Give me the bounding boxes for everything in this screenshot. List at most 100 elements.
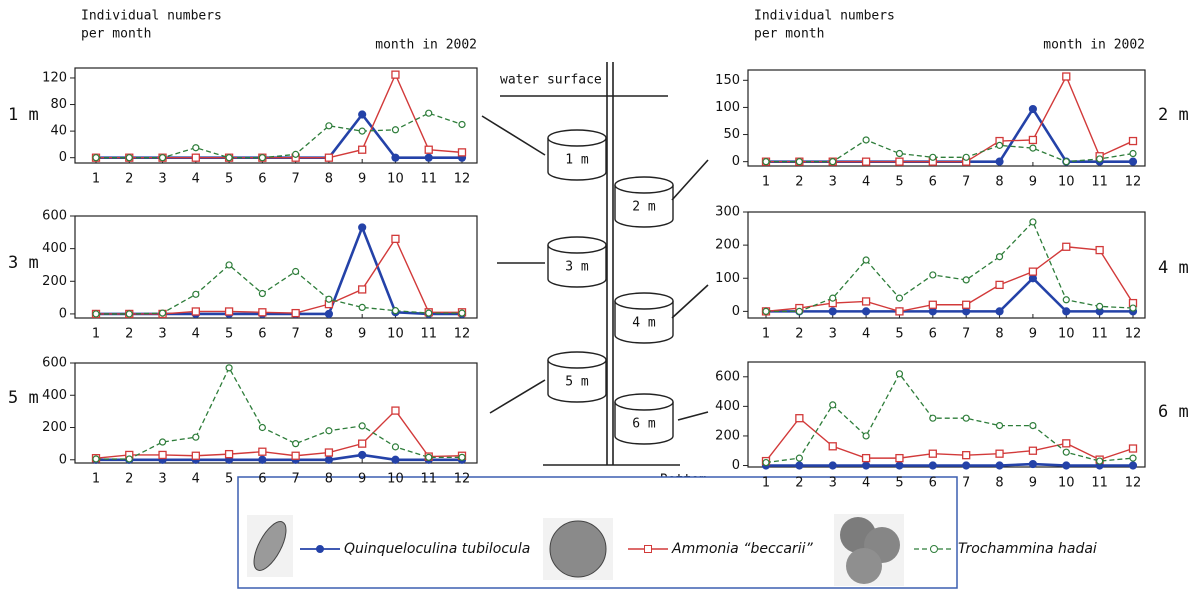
data-point (92, 455, 100, 463)
data-point (158, 450, 167, 460)
x-tick-label: 7 (962, 476, 970, 491)
x-tick-label: 1 (762, 476, 770, 491)
series-line (766, 276, 1133, 313)
data-point (258, 308, 267, 317)
data-point (391, 234, 400, 243)
y-tick-label: 200 (715, 238, 740, 253)
data-point (995, 157, 1004, 166)
x-tick-label: 9 (1029, 327, 1037, 342)
sampler-body (614, 301, 674, 344)
data-point (861, 461, 871, 470)
x-tick-label: 4 (192, 472, 200, 487)
data-point (1096, 457, 1104, 465)
data-point (928, 300, 937, 309)
x-tick-label: 11 (1091, 327, 1108, 342)
data-point (1096, 302, 1104, 311)
y-axis-label: Individual numbers (754, 9, 895, 24)
data-point (358, 145, 367, 154)
data-point (929, 153, 937, 161)
x-tick-label: 4 (862, 476, 870, 491)
plot-frame (74, 362, 478, 464)
series-line (96, 237, 462, 315)
x-axis-label: month in 2002 (1043, 38, 1145, 53)
data-point (862, 256, 870, 264)
data-point (1128, 157, 1138, 166)
x-tick-label: 1 (762, 175, 770, 190)
series-line (766, 462, 1133, 467)
y-tick-label: 0 (59, 150, 67, 165)
data-point (895, 453, 904, 463)
sampler (614, 176, 674, 228)
y-tick-label: 120 (42, 70, 67, 85)
data-point (191, 307, 200, 316)
data-point (191, 153, 200, 162)
data-point (1062, 307, 1071, 316)
data-point (458, 309, 466, 317)
data-point (225, 364, 233, 372)
data-point (258, 289, 266, 298)
data-point (861, 307, 871, 316)
y-tick-label: 400 (715, 399, 740, 414)
x-tick-label: 12 (1125, 476, 1142, 491)
data-point (929, 271, 937, 279)
x-tick-label: 6 (258, 472, 266, 487)
x-tick-label: 12 (1125, 175, 1142, 190)
x-tick-label: 2 (795, 175, 803, 190)
data-point (1128, 444, 1138, 453)
connector (671, 159, 709, 201)
x-tick-label: 9 (358, 327, 366, 342)
y-tick-label: 150 (715, 73, 740, 88)
series-line (766, 139, 1134, 163)
x-tick-label: 8 (995, 175, 1003, 190)
data-point (895, 157, 904, 166)
data-point (292, 267, 300, 276)
data-point (1128, 136, 1138, 146)
data-point (158, 438, 167, 446)
y-tick-label: 600 (42, 209, 67, 224)
sampler-label: 1 m (565, 153, 589, 168)
series-line (96, 112, 462, 159)
x-tick-label: 6 (258, 172, 266, 187)
data-point (125, 154, 133, 162)
data-point (158, 309, 167, 317)
x-tick-label: 4 (192, 172, 200, 187)
y-tick-label: 600 (42, 356, 67, 371)
connector (489, 379, 546, 414)
y-tick-label: 200 (42, 420, 67, 435)
data-point (258, 154, 266, 162)
data-point (861, 453, 871, 463)
y-tick-label: 0 (732, 458, 740, 473)
depth-label: 5 m (8, 388, 39, 408)
data-point (795, 414, 804, 423)
sampler-label: 4 m (632, 316, 656, 331)
series-line (766, 74, 1134, 163)
data-point (324, 153, 334, 162)
x-tick-label: 10 (1058, 175, 1075, 190)
data-point (358, 303, 366, 311)
series-line (96, 264, 462, 315)
y-tick-label: 50 (723, 127, 740, 142)
x-tick-label: 5 (895, 327, 903, 342)
sampler (547, 351, 607, 403)
connector (677, 411, 709, 421)
x-tick-label: 10 (387, 472, 404, 487)
data-point (358, 422, 366, 430)
data-point (895, 370, 904, 378)
data-point (391, 307, 400, 315)
x-tick-label: 3 (829, 327, 837, 342)
sampler (547, 129, 607, 181)
data-point (1096, 155, 1104, 163)
x-tick-label: 4 (862, 175, 870, 190)
series-line (95, 409, 463, 459)
data-point (928, 449, 937, 458)
sampler-top (547, 236, 607, 254)
data-point (1028, 274, 1038, 283)
specimen-shape (253, 521, 287, 571)
y-tick-label: 600 (715, 369, 740, 384)
depth-label: 1 m (8, 105, 39, 125)
y-tick-label: 200 (42, 274, 67, 289)
legend-label: Trochammina hadai (958, 541, 1097, 557)
data-point (1062, 242, 1071, 251)
data-point (358, 223, 367, 232)
